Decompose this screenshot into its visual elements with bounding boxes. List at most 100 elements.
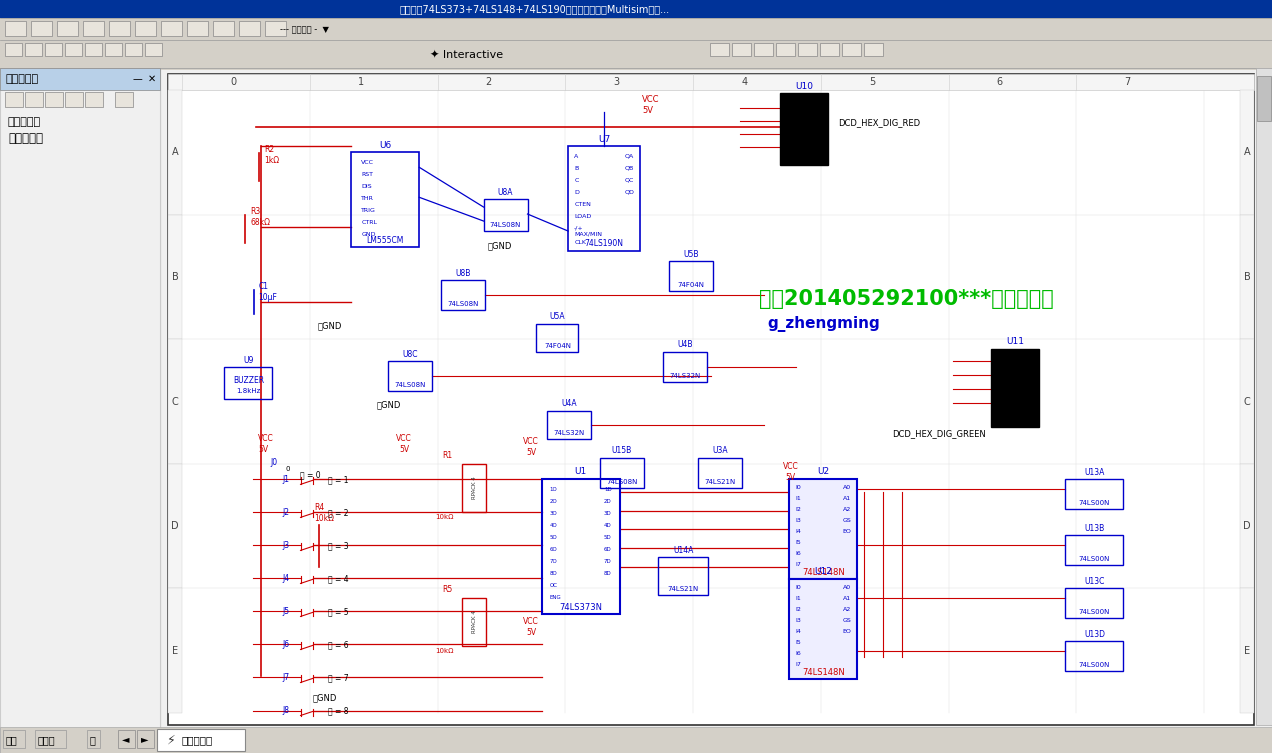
Bar xyxy=(1066,480,1123,509)
Text: CTEN: CTEN xyxy=(574,202,591,206)
Text: 3D: 3D xyxy=(604,511,612,516)
Bar xyxy=(125,43,142,56)
Text: 键 = 3: 键 = 3 xyxy=(327,541,349,550)
Text: DCD_HEX_DIG_RED: DCD_HEX_DIG_RED xyxy=(838,119,920,127)
Text: J7: J7 xyxy=(282,673,290,682)
Text: 74LS08N: 74LS08N xyxy=(607,479,637,485)
Bar xyxy=(1066,588,1123,618)
Text: U13B: U13B xyxy=(1084,524,1104,533)
Text: J1: J1 xyxy=(282,475,290,484)
Bar xyxy=(137,730,154,748)
Text: 0: 0 xyxy=(286,466,290,472)
Text: 1kΩ: 1kΩ xyxy=(265,156,279,165)
Text: U14A: U14A xyxy=(673,546,693,555)
Text: 74LS21N: 74LS21N xyxy=(705,479,736,485)
Text: VCC: VCC xyxy=(397,434,412,444)
Text: VCC: VCC xyxy=(523,437,539,447)
Text: A: A xyxy=(574,154,579,159)
Bar xyxy=(160,68,1272,753)
Text: A: A xyxy=(172,148,178,157)
Bar xyxy=(168,339,182,464)
Text: 5V: 5V xyxy=(258,445,268,454)
Text: LOAD: LOAD xyxy=(574,214,591,218)
Text: 5D: 5D xyxy=(604,535,612,540)
Text: ⏚GND: ⏚GND xyxy=(313,693,337,702)
Text: J2: J2 xyxy=(282,508,290,517)
Text: 5V: 5V xyxy=(785,474,795,483)
Text: E: E xyxy=(1244,646,1250,656)
Text: U12: U12 xyxy=(814,566,832,575)
Text: 键 = 1: 键 = 1 xyxy=(327,475,349,484)
Text: A0: A0 xyxy=(843,584,851,590)
Bar xyxy=(118,730,135,748)
Text: 键 = 4: 键 = 4 xyxy=(327,574,349,583)
Text: 74LS32N: 74LS32N xyxy=(670,373,701,379)
Text: R3: R3 xyxy=(251,207,261,216)
Bar xyxy=(1240,215,1254,339)
Bar xyxy=(1066,642,1123,672)
Text: CTRL: CTRL xyxy=(361,220,378,225)
Text: D: D xyxy=(172,521,179,531)
Bar xyxy=(780,93,828,165)
Text: U7: U7 xyxy=(598,135,611,144)
Text: 74LS32N: 74LS32N xyxy=(553,430,585,436)
Text: U5B: U5B xyxy=(683,250,698,259)
Bar xyxy=(1257,76,1271,121)
Text: B: B xyxy=(1244,272,1250,282)
Text: VCC: VCC xyxy=(361,160,374,165)
Text: U5A: U5A xyxy=(550,312,565,321)
Text: 68kΩ: 68kΩ xyxy=(251,218,270,227)
Text: 4D: 4D xyxy=(604,523,612,528)
Text: -/+: -/+ xyxy=(574,226,584,230)
Bar xyxy=(1240,90,1254,215)
Text: U13A: U13A xyxy=(1084,468,1104,477)
Text: QC: QC xyxy=(625,178,635,182)
Text: J0: J0 xyxy=(271,459,277,468)
Bar xyxy=(842,43,861,56)
Text: I1: I1 xyxy=(795,496,801,501)
Text: D: D xyxy=(1243,521,1250,531)
Bar xyxy=(664,352,707,382)
Bar xyxy=(114,92,134,107)
Text: 1.8kHz: 1.8kHz xyxy=(237,389,261,395)
Bar xyxy=(239,21,259,36)
Text: ⏚GND: ⏚GND xyxy=(318,321,342,330)
Bar xyxy=(5,92,23,107)
Text: U2: U2 xyxy=(817,467,829,476)
Text: 7O: 7O xyxy=(550,559,557,564)
Bar xyxy=(168,464,182,588)
Text: I0: I0 xyxy=(795,584,801,590)
Text: I2: I2 xyxy=(795,507,801,512)
Text: I4: I4 xyxy=(795,529,801,534)
Bar xyxy=(45,92,64,107)
Text: 6O: 6O xyxy=(550,547,557,552)
Bar xyxy=(0,0,1272,18)
Text: A1: A1 xyxy=(843,496,851,501)
Text: 2O: 2O xyxy=(550,499,557,504)
Bar xyxy=(754,43,773,56)
Bar xyxy=(57,21,78,36)
Text: 5V: 5V xyxy=(527,628,537,637)
Text: 74LS190N: 74LS190N xyxy=(585,239,623,248)
Text: J8: J8 xyxy=(282,706,290,715)
Text: 键 = 5: 键 = 5 xyxy=(327,607,349,616)
Text: 5O: 5O xyxy=(550,535,557,540)
Text: 八路抢答器: 八路抢答器 xyxy=(8,132,43,145)
Text: 6: 6 xyxy=(997,77,1002,87)
Text: 8O: 8O xyxy=(550,571,557,576)
Text: 5V: 5V xyxy=(642,106,654,115)
Text: C1: C1 xyxy=(258,282,268,291)
Text: GS: GS xyxy=(842,518,851,523)
Text: 7: 7 xyxy=(1124,77,1131,87)
Bar xyxy=(85,43,102,56)
Text: U8C: U8C xyxy=(402,349,418,358)
Text: 键 = 8: 键 = 8 xyxy=(327,706,349,715)
Bar xyxy=(85,92,103,107)
Text: ⏚GND: ⏚GND xyxy=(377,400,401,409)
Bar xyxy=(265,21,286,36)
Text: DCD_HEX_DIG_GREEN: DCD_HEX_DIG_GREEN xyxy=(893,429,986,438)
Text: 8D: 8D xyxy=(604,571,612,576)
Text: R2: R2 xyxy=(265,145,273,154)
Text: ◄: ◄ xyxy=(122,734,130,744)
Bar xyxy=(537,324,579,352)
